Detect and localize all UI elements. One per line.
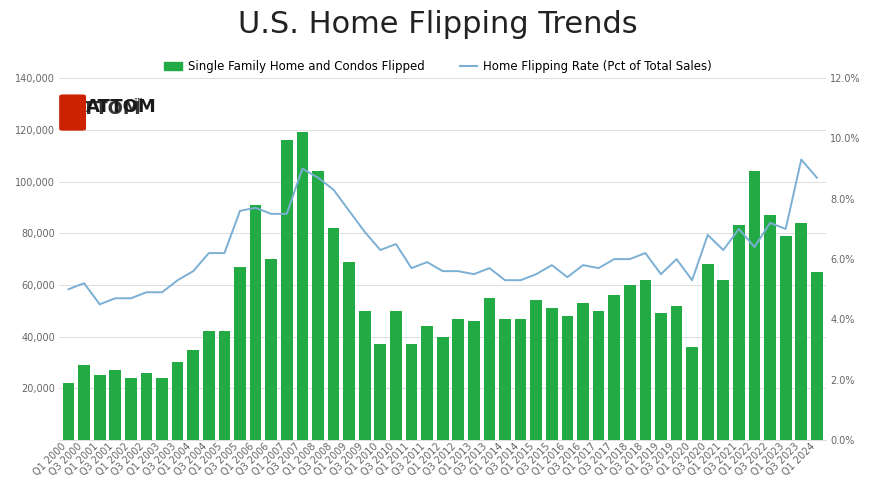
Bar — [624, 285, 636, 440]
Text: U.S. Home Flipping Trends: U.S. Home Flipping Trends — [238, 10, 638, 39]
Bar — [499, 318, 511, 440]
Bar — [234, 267, 246, 440]
Bar — [577, 303, 589, 440]
Bar — [733, 225, 745, 440]
FancyBboxPatch shape — [60, 95, 86, 131]
Bar — [281, 140, 293, 440]
Text: ™: ™ — [132, 98, 143, 108]
Bar — [671, 306, 682, 440]
Bar — [406, 345, 417, 440]
Bar — [795, 223, 807, 440]
Bar — [312, 171, 324, 440]
Bar — [265, 259, 277, 440]
Bar — [437, 337, 449, 440]
Bar — [110, 370, 121, 440]
Bar — [250, 205, 261, 440]
Bar — [546, 308, 558, 440]
Bar — [639, 280, 651, 440]
Bar — [297, 133, 308, 440]
Bar — [156, 378, 168, 440]
Text: ATTOM: ATTOM — [86, 98, 157, 116]
Bar — [343, 262, 355, 440]
Text: ATTOM: ATTOM — [71, 100, 141, 118]
Bar — [219, 331, 230, 440]
Bar — [515, 318, 526, 440]
Bar — [717, 280, 729, 440]
Bar — [94, 375, 105, 440]
Bar — [63, 383, 74, 440]
Bar — [172, 362, 183, 440]
Bar — [187, 350, 199, 440]
Bar — [468, 321, 480, 440]
Bar — [593, 311, 604, 440]
Bar — [655, 314, 667, 440]
Bar — [530, 300, 542, 440]
Bar — [608, 295, 620, 440]
Bar — [702, 264, 714, 440]
Bar — [484, 298, 495, 440]
Bar — [203, 331, 215, 440]
Legend: Single Family Home and Condos Flipped, Home Flipping Rate (Pct of Total Sales): Single Family Home and Condos Flipped, H… — [159, 55, 717, 77]
Bar — [764, 215, 776, 440]
Bar — [141, 373, 152, 440]
Bar — [811, 272, 823, 440]
Bar — [390, 311, 402, 440]
Bar — [125, 378, 137, 440]
Bar — [780, 236, 792, 440]
Bar — [421, 326, 433, 440]
Bar — [562, 316, 573, 440]
Bar — [749, 171, 760, 440]
Bar — [686, 347, 698, 440]
Bar — [452, 318, 464, 440]
Bar — [328, 228, 339, 440]
Text: 🔴: 🔴 — [63, 98, 70, 111]
Bar — [78, 365, 90, 440]
Bar — [374, 345, 386, 440]
Bar — [359, 311, 371, 440]
